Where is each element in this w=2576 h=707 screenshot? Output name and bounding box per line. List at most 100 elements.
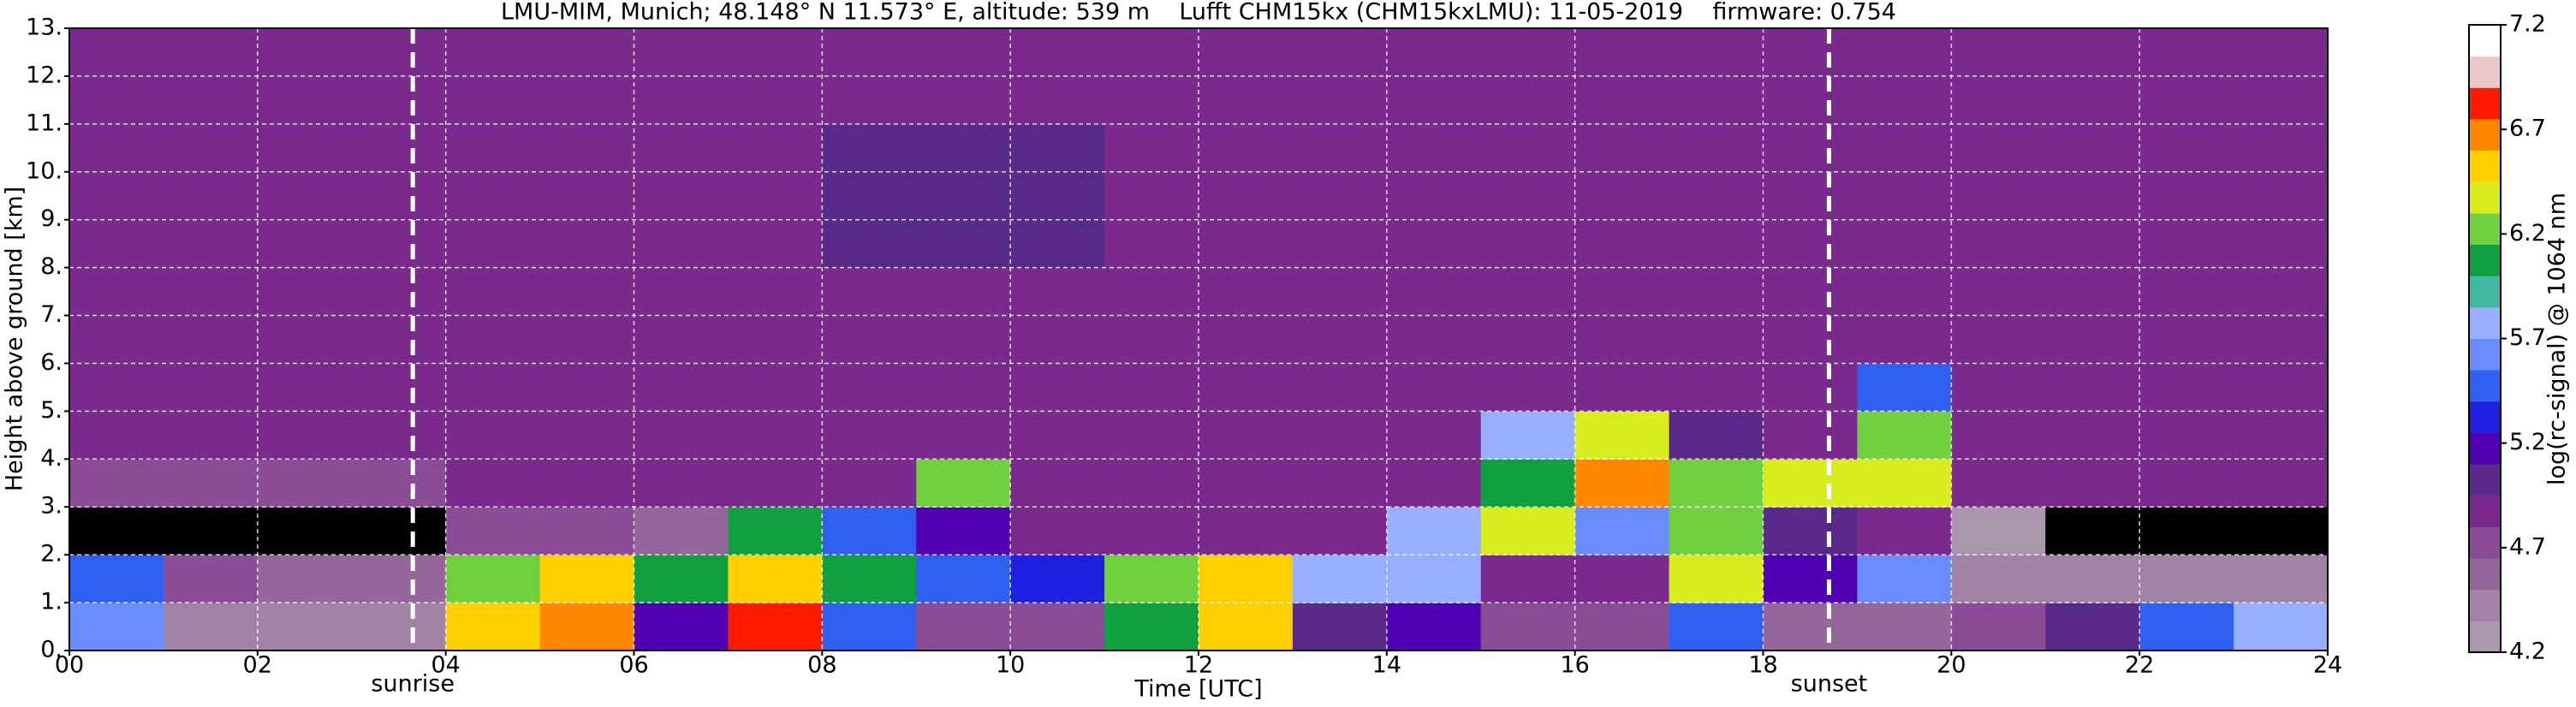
heatmap-cell	[916, 363, 1011, 412]
heatmap-cell	[1574, 219, 1670, 269]
heatmap-cell	[1386, 555, 1482, 603]
heatmap-cell	[916, 603, 1011, 651]
y-tick-label: 12.	[26, 62, 62, 88]
heatmap-cell	[163, 603, 259, 651]
heatmap-cell	[1199, 75, 1294, 125]
heatmap-cell	[1104, 315, 1199, 364]
heatmap-cell	[728, 171, 823, 221]
heatmap-cell	[163, 555, 259, 603]
heatmap-cell	[916, 411, 1011, 460]
heatmap-cell	[1574, 363, 1670, 412]
heatmap-cell	[445, 363, 541, 412]
heatmap-cell	[1951, 123, 2046, 173]
colorbar-band	[2469, 370, 2501, 402]
colorbar-band	[2469, 244, 2501, 276]
heatmap-cell	[69, 411, 164, 460]
heatmap-cell	[445, 267, 541, 317]
heatmap-cell	[2234, 603, 2329, 651]
heatmap-cell	[1104, 75, 1199, 125]
colorbar-band	[2469, 338, 2501, 371]
heatmap-cell	[2139, 219, 2234, 269]
x-tick-label: 20	[1936, 652, 1966, 679]
heatmap-cell	[351, 123, 447, 173]
x-axis-label: Time [UTC]	[1133, 676, 1262, 703]
heatmap-cell	[2045, 315, 2140, 364]
heatmap-cell	[728, 411, 823, 460]
heatmap-cell	[822, 603, 917, 651]
heatmap-cell	[445, 219, 541, 269]
heatmap-cell	[69, 267, 164, 317]
heatmap-cell	[1857, 363, 1952, 412]
heatmap-cell	[1574, 267, 1670, 317]
heatmap-cell	[1763, 363, 1858, 412]
heatmap-cell	[634, 123, 729, 173]
heatmap-cell	[2234, 459, 2329, 508]
colorbar-band	[2469, 621, 2501, 653]
colorbar-band	[2469, 150, 2501, 182]
heatmap-cell	[445, 75, 541, 125]
heatmap-cell	[1574, 411, 1670, 460]
heatmap-cell	[1574, 171, 1670, 221]
heatmap-cell	[1763, 28, 1858, 77]
heatmap-cell	[1574, 75, 1670, 125]
heatmap-cell	[634, 411, 729, 460]
heatmap-cell	[1386, 459, 1482, 508]
heatmap-cell	[1292, 75, 1388, 125]
heatmap-cell	[1763, 171, 1858, 221]
y-tick-label: 10.	[26, 157, 62, 184]
heatmap-cell	[351, 363, 447, 412]
y-tick-label: 8.	[40, 253, 62, 280]
y-axis-label: Height above ground [km]	[2, 187, 28, 491]
heatmap-cell	[445, 171, 541, 221]
heatmap-cell	[1480, 507, 1576, 556]
heatmap-cell	[1669, 411, 1764, 460]
heatmap-cell	[1574, 28, 1670, 77]
heatmap-cell	[1763, 603, 1858, 651]
colorbar-band	[2469, 558, 2501, 591]
heatmap-cell	[1669, 507, 1764, 556]
heatmap-cell	[634, 603, 729, 651]
heatmap-cell	[822, 171, 917, 221]
heatmap-cell	[1292, 507, 1388, 556]
heatmap-cell	[822, 219, 917, 269]
heatmap-cell	[1386, 123, 1482, 173]
heatmap-cell	[2234, 315, 2329, 364]
heatmap-cell	[351, 507, 447, 556]
heatmap-cell	[163, 171, 259, 221]
heatmap-cell	[1199, 411, 1294, 460]
heatmap-cell	[163, 411, 259, 460]
heatmap-cell	[1480, 75, 1576, 125]
heatmap-cell	[916, 315, 1011, 364]
heatmap-cell	[1574, 459, 1670, 508]
heatmap-cell	[1386, 603, 1482, 651]
heatmap-cell	[69, 171, 164, 221]
heatmap-cell	[1480, 411, 1576, 460]
heatmap-cell	[1199, 507, 1294, 556]
heatmap-cell	[1199, 28, 1294, 77]
heatmap-cell	[445, 315, 541, 364]
heatmap-cell	[1480, 267, 1576, 317]
heatmap-cell	[728, 507, 823, 556]
heatmap-cell	[2139, 555, 2234, 603]
heatmap-cell	[1386, 507, 1482, 556]
heatmap-cell	[916, 555, 1011, 603]
heatmap-cell	[2045, 123, 2140, 173]
heatmap-cell	[1292, 363, 1388, 412]
heatmap-cell	[1669, 603, 1764, 651]
heatmap-cell	[822, 555, 917, 603]
x-tick-label: 06	[619, 652, 648, 679]
heatmap-cell	[539, 75, 634, 125]
heatmap-cell	[1386, 28, 1482, 77]
heatmap-cell	[916, 123, 1011, 173]
heatmap-cell	[822, 75, 917, 125]
heatmap-cell	[1104, 603, 1199, 651]
heatmap-cell	[2234, 555, 2329, 603]
heatmap-cell	[69, 363, 164, 412]
heatmap-cell	[1669, 75, 1764, 125]
heatmap-cell	[163, 219, 259, 269]
heatmap-cell	[634, 507, 729, 556]
heatmap-cell	[916, 459, 1011, 508]
heatmap-cell	[1292, 123, 1388, 173]
heatmap-cell	[1857, 507, 1952, 556]
heatmap-cell	[1669, 363, 1764, 412]
